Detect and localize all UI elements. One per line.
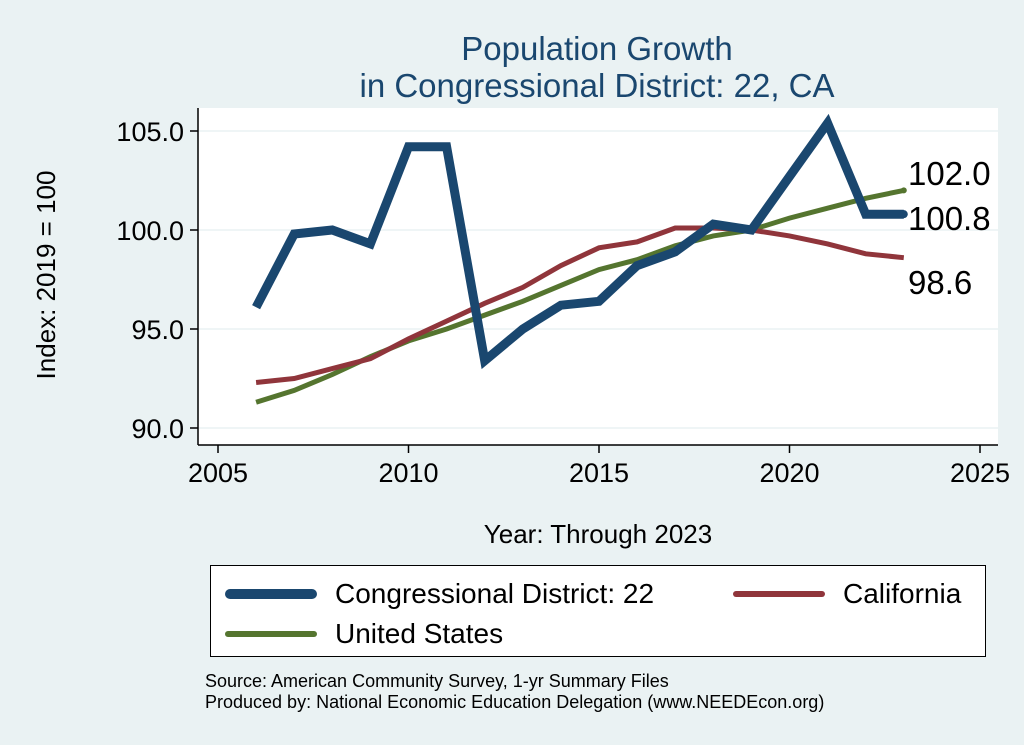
y-tick-label: 105.0 (116, 117, 184, 147)
legend-item-district: Congressional District: 22 (225, 578, 654, 610)
x-axis-label: Year: Through 2023 (484, 519, 712, 549)
x-tick-label: 2005 (188, 458, 248, 488)
legend-label-united-states: United States (335, 618, 504, 649)
legend-swatch-united-states (225, 631, 317, 637)
source-note: Source: American Community Survey, 1-yr … (205, 671, 824, 713)
y-tick-label: 100.0 (116, 216, 184, 246)
y-axis-label: Index: 2019 = 100 (31, 171, 61, 380)
x-tick-label: 2025 (950, 458, 1010, 488)
legend-swatch-california (733, 591, 825, 597)
legend-item-california: California (733, 578, 961, 610)
end-marker-united-states (900, 187, 907, 194)
end-value-label: 98.6 (908, 264, 972, 301)
chart-title-line1: Population Growth (461, 30, 733, 67)
series-line-california (255, 225, 905, 385)
end-value-label: 102.0 (908, 155, 991, 192)
plot-area (198, 108, 998, 445)
legend-label-district: Congressional District: 22 (335, 578, 655, 609)
x-tick-label: 2015 (569, 458, 629, 488)
y-tick-label: 95.0 (131, 315, 184, 345)
population-growth-chart: Population Growth in Congressional Distr… (31, 30, 1010, 549)
series-line-congressional-district-22 (252, 113, 904, 370)
end-marker-district (899, 210, 908, 219)
legend: Congressional District: 22 California Un… (210, 565, 986, 657)
chart-title-line2: in Congressional District: 22, CA (359, 67, 834, 104)
y-tick-label: 90.0 (131, 414, 184, 444)
end-value-label: 100.8 (908, 200, 991, 237)
x-tick-label: 2010 (378, 458, 438, 488)
legend-label-california: California (843, 578, 962, 609)
legend-item-united-states: United States (225, 618, 503, 650)
legend-swatch-district (225, 589, 317, 599)
produced-by-line: Produced by: National Economic Education… (205, 692, 825, 712)
source-line: Source: American Community Survey, 1-yr … (205, 671, 669, 691)
x-tick-label: 2020 (759, 458, 819, 488)
